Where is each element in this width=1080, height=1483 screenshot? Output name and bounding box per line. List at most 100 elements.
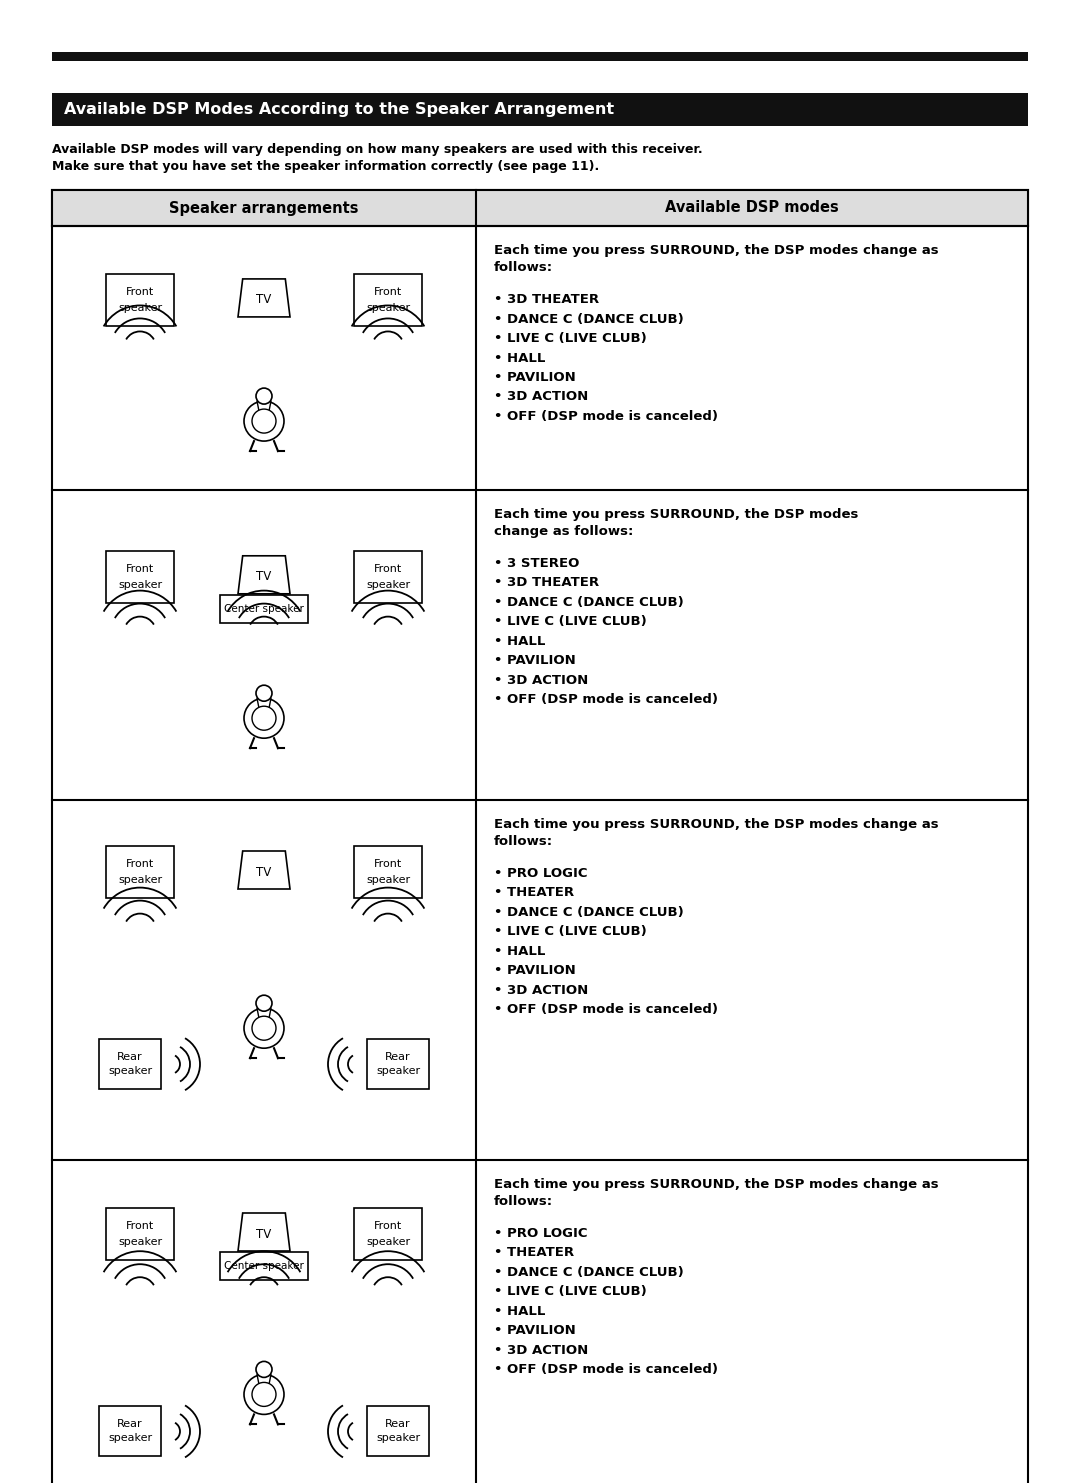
- Text: • LIVE C (LIVE CLUB): • LIVE C (LIVE CLUB): [494, 925, 647, 939]
- Text: • DANCE C (DANCE CLUB): • DANCE C (DANCE CLUB): [494, 313, 684, 325]
- Text: Speaker arrangements: Speaker arrangements: [170, 200, 359, 215]
- Text: Each time you press SURROUND, the DSP modes change as
follows:: Each time you press SURROUND, the DSP mo…: [494, 819, 939, 848]
- Text: • 3D THEATER: • 3D THEATER: [494, 577, 599, 590]
- Bar: [367, 1406, 429, 1456]
- Text: speaker: speaker: [366, 875, 410, 885]
- Bar: [99, 1406, 161, 1456]
- Bar: [99, 1040, 161, 1089]
- Text: speaker: speaker: [366, 303, 410, 313]
- Text: TV: TV: [256, 294, 272, 307]
- Text: • OFF (DSP mode is canceled): • OFF (DSP mode is canceled): [494, 694, 718, 706]
- Text: Available DSP modes will vary depending on how many speakers are used with this : Available DSP modes will vary depending …: [52, 142, 703, 156]
- Bar: [106, 550, 174, 602]
- Circle shape: [252, 1382, 276, 1406]
- Text: Available DSP modes: Available DSP modes: [665, 200, 839, 215]
- Text: • LIVE C (LIVE CLUB): • LIVE C (LIVE CLUB): [494, 1286, 647, 1299]
- Text: • 3D ACTION: • 3D ACTION: [494, 673, 589, 687]
- Text: • DANCE C (DANCE CLUB): • DANCE C (DANCE CLUB): [494, 1266, 684, 1278]
- Text: • PAVILION: • PAVILION: [494, 654, 576, 667]
- Text: • LIVE C (LIVE CLUB): • LIVE C (LIVE CLUB): [494, 332, 647, 346]
- Text: • DANCE C (DANCE CLUB): • DANCE C (DANCE CLUB): [494, 906, 684, 919]
- Polygon shape: [257, 1008, 271, 1019]
- Text: Rear: Rear: [118, 1053, 143, 1062]
- Polygon shape: [238, 556, 291, 593]
- Circle shape: [244, 1008, 284, 1048]
- Circle shape: [244, 1375, 284, 1415]
- Circle shape: [244, 698, 284, 739]
- Bar: [354, 1209, 422, 1261]
- Bar: [106, 845, 174, 899]
- Text: • THEATER: • THEATER: [494, 887, 575, 900]
- Text: TV: TV: [256, 866, 272, 878]
- Bar: [52, 190, 1028, 225]
- Text: • HALL: • HALL: [494, 635, 545, 648]
- Text: Rear: Rear: [386, 1419, 410, 1430]
- Bar: [106, 1209, 174, 1261]
- Polygon shape: [238, 279, 291, 317]
- Text: speaker: speaker: [376, 1066, 420, 1077]
- Text: • PAVILION: • PAVILION: [494, 1324, 576, 1338]
- Text: • HALL: • HALL: [494, 945, 545, 958]
- Text: • PRO LOGIC: • PRO LOGIC: [494, 1226, 588, 1240]
- Text: Make sure that you have set the speaker information correctly (see page 11).: Make sure that you have set the speaker …: [52, 160, 599, 174]
- Polygon shape: [257, 1375, 271, 1385]
- Text: speaker: speaker: [118, 1237, 162, 1247]
- Text: Each time you press SURROUND, the DSP modes change as
follows:: Each time you press SURROUND, the DSP mo…: [494, 245, 939, 274]
- Circle shape: [252, 1016, 276, 1040]
- Text: Front: Front: [126, 859, 154, 869]
- Text: TV: TV: [256, 1228, 272, 1240]
- Text: Rear: Rear: [386, 1053, 410, 1062]
- Bar: [52, 52, 1028, 61]
- Bar: [354, 550, 422, 602]
- Bar: [52, 93, 1028, 126]
- Text: TV: TV: [256, 571, 272, 583]
- Text: Front: Front: [126, 286, 154, 297]
- Text: speaker: speaker: [118, 875, 162, 885]
- Bar: [220, 595, 308, 623]
- Text: • 3 STEREO: • 3 STEREO: [494, 558, 579, 569]
- Text: Each time you press SURROUND, the DSP modes
change as follows:: Each time you press SURROUND, the DSP mo…: [494, 509, 859, 538]
- Text: • PAVILION: • PAVILION: [494, 964, 576, 977]
- Bar: [367, 1040, 429, 1089]
- Polygon shape: [257, 400, 271, 411]
- Text: Center speaker: Center speaker: [224, 1261, 303, 1271]
- Text: Each time you press SURROUND, the DSP modes change as
follows:: Each time you press SURROUND, the DSP mo…: [494, 1178, 939, 1209]
- Bar: [354, 845, 422, 899]
- Text: speaker: speaker: [376, 1434, 420, 1443]
- Text: • HALL: • HALL: [494, 351, 545, 365]
- Text: speaker: speaker: [108, 1066, 152, 1077]
- Text: speaker: speaker: [108, 1434, 152, 1443]
- Text: Front: Front: [126, 564, 154, 574]
- Text: • OFF (DSP mode is canceled): • OFF (DSP mode is canceled): [494, 409, 718, 423]
- Bar: [354, 274, 422, 326]
- Text: Front: Front: [374, 286, 402, 297]
- Text: Rear: Rear: [118, 1419, 143, 1430]
- Bar: [220, 1252, 308, 1280]
- Text: speaker: speaker: [366, 580, 410, 590]
- Text: Front: Front: [374, 1221, 402, 1231]
- Circle shape: [256, 685, 272, 701]
- Polygon shape: [257, 698, 271, 709]
- Text: Front: Front: [374, 564, 402, 574]
- Circle shape: [256, 995, 272, 1011]
- Polygon shape: [238, 1213, 291, 1252]
- Text: • PRO LOGIC: • PRO LOGIC: [494, 868, 588, 879]
- Text: • HALL: • HALL: [494, 1305, 545, 1318]
- Text: speaker: speaker: [366, 1237, 410, 1247]
- Text: • 3D ACTION: • 3D ACTION: [494, 1344, 589, 1357]
- Text: • OFF (DSP mode is canceled): • OFF (DSP mode is canceled): [494, 1004, 718, 1016]
- Text: Front: Front: [126, 1221, 154, 1231]
- Text: • LIVE C (LIVE CLUB): • LIVE C (LIVE CLUB): [494, 615, 647, 629]
- Text: Center speaker: Center speaker: [224, 604, 303, 614]
- Text: • THEATER: • THEATER: [494, 1247, 575, 1259]
- Circle shape: [256, 389, 272, 403]
- Text: Available DSP Modes According to the Speaker Arrangement: Available DSP Modes According to the Spe…: [64, 102, 615, 117]
- Circle shape: [256, 1361, 272, 1378]
- Text: • DANCE C (DANCE CLUB): • DANCE C (DANCE CLUB): [494, 596, 684, 610]
- Text: speaker: speaker: [118, 303, 162, 313]
- Polygon shape: [238, 851, 291, 888]
- Text: • OFF (DSP mode is canceled): • OFF (DSP mode is canceled): [494, 1363, 718, 1376]
- Text: • 3D ACTION: • 3D ACTION: [494, 985, 589, 997]
- Text: speaker: speaker: [118, 580, 162, 590]
- Text: • 3D THEATER: • 3D THEATER: [494, 294, 599, 305]
